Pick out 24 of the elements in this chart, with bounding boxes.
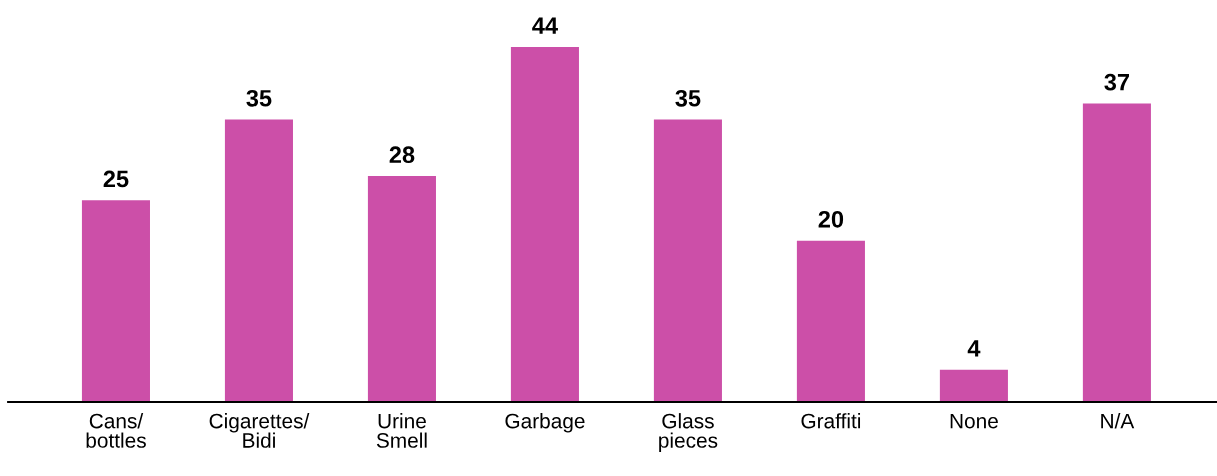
data-label: 25	[103, 170, 129, 188]
bar	[81, 200, 150, 402]
bar	[1082, 103, 1151, 402]
x-tick-label: Graffiti	[801, 413, 861, 429]
x-tick-label: Cans/ bottles	[86, 413, 146, 448]
data-label: 37	[1104, 73, 1129, 91]
data-label: 35	[246, 89, 272, 107]
data-label: 44	[532, 17, 558, 34]
x-tick-label: None	[950, 413, 998, 429]
x-tick-label: Glass pieces	[659, 413, 718, 452]
bar	[367, 176, 436, 402]
bar	[653, 119, 722, 402]
data-label: 28	[389, 146, 415, 164]
data-label: 20	[818, 210, 844, 228]
bar	[224, 119, 293, 402]
bar	[796, 240, 865, 402]
data-label: 4	[967, 340, 981, 357]
x-tick-label: Garbage	[505, 413, 585, 433]
data-label: 35	[675, 89, 701, 107]
x-tick-label: Cigarettes/ Bidi	[209, 413, 310, 448]
bar	[510, 47, 579, 402]
x-tick-label: Urine Smell	[376, 413, 427, 448]
x-tick-label: N/A	[1101, 413, 1135, 429]
bar	[939, 369, 1008, 402]
